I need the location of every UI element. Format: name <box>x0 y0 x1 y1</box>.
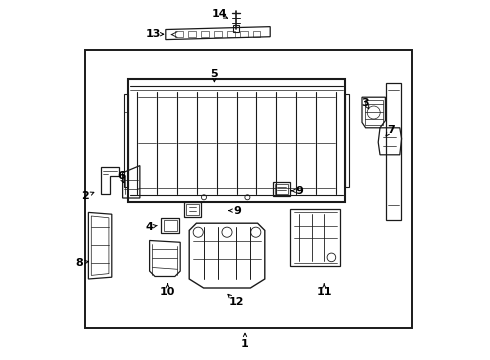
Text: 6: 6 <box>117 171 125 181</box>
Text: 11: 11 <box>317 287 332 297</box>
Text: 5: 5 <box>211 69 218 79</box>
Text: 12: 12 <box>228 297 244 307</box>
Text: 13: 13 <box>146 29 161 39</box>
Text: 7: 7 <box>387 125 394 135</box>
Text: 9: 9 <box>295 186 303 196</box>
Text: 14: 14 <box>212 9 228 19</box>
Text: 8: 8 <box>75 258 83 268</box>
Text: 9: 9 <box>234 206 242 216</box>
Text: 3: 3 <box>362 98 369 108</box>
Text: 1: 1 <box>241 339 249 349</box>
Text: 10: 10 <box>160 287 175 297</box>
Text: 4: 4 <box>146 222 153 232</box>
Text: 2: 2 <box>81 191 89 201</box>
